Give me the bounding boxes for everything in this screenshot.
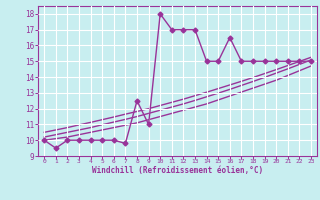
X-axis label: Windchill (Refroidissement éolien,°C): Windchill (Refroidissement éolien,°C)	[92, 166, 263, 175]
